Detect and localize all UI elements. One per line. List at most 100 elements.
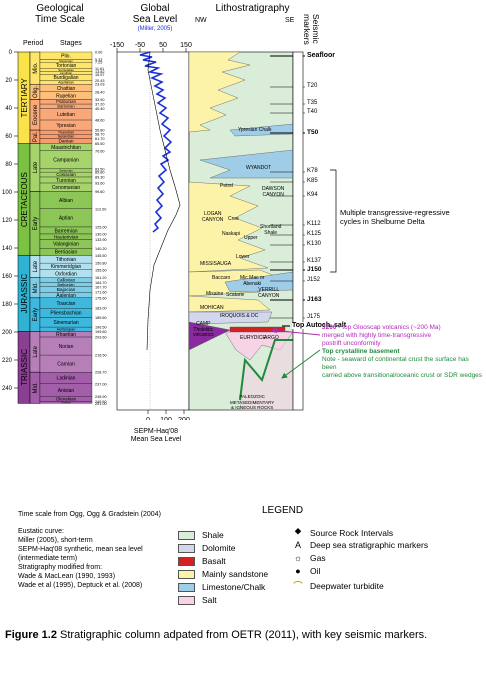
haq-label: SEPM-Haq'08 Mean Sea Level (130, 428, 182, 443)
sl-top-tick-label: 150 (180, 42, 192, 49)
legend-swatch (178, 595, 195, 605)
age-tick-label: 240 (2, 386, 13, 392)
stage-age-label: 112.00 (95, 207, 106, 211)
stage-label: Coniacian (56, 172, 76, 177)
note-eustatic: Eustatic curve: (18, 528, 64, 535)
stage-age-label: 48.60 (95, 119, 105, 123)
seismic-title: Seismic markers (302, 13, 321, 45)
stage-age-label: 89.30 (95, 176, 105, 180)
age-tick-label: 100 (2, 190, 13, 196)
legend-label: Shale (202, 530, 224, 540)
note-miller: Miller (2005), short-term (18, 537, 93, 544)
stage-age-label: 199.60 (95, 330, 107, 334)
oil-icon: ● (295, 566, 301, 576)
sl-bottom-tick-label: 0 (146, 417, 150, 420)
stage-age-label: 171.60 (95, 291, 107, 295)
j200-annotation: J200 - top Glooscap volcanics (~200 Ma) … (322, 316, 482, 348)
formation-label: Lower (236, 254, 250, 260)
stage-age-label: 93.60 (95, 182, 105, 186)
formation-label: Baccaro (212, 275, 231, 281)
formation-label: Misaine (206, 291, 224, 297)
stage-age-label: 216.50 (95, 354, 107, 358)
stratigraphic-column-diagram: -150 -50 50 150 0 20 40 60 80 100 120 140 160 180 200… (2, 42, 337, 420)
period-label: CRETACEOUS (20, 172, 29, 227)
stages-col-header: Stages (60, 40, 82, 47)
legend-label: Basalt (202, 556, 226, 566)
stage-label: Selandian (58, 135, 75, 139)
stage-label: Valanginian (53, 242, 79, 248)
stage-label: Hettangian (57, 327, 76, 332)
se-label: SE (285, 17, 295, 24)
stage-age-label: 145.50 (95, 254, 107, 258)
note-timescale: Time scale from Ogg, Ogg & Gradstein (20… (18, 511, 161, 518)
seismic-marker-label: T20 (307, 83, 318, 89)
formation-label: Cree (228, 216, 239, 222)
stage-age-label: 249.50 (95, 400, 107, 404)
stage-age-label: 203.60 (95, 336, 107, 340)
stage-age-label: 155.60 (95, 268, 107, 272)
stage-label: Tithonian (56, 257, 77, 263)
stage-label: Thanetian (58, 130, 74, 134)
legend-swatch (178, 582, 195, 592)
stage-label: Serravallian (58, 68, 74, 72)
formation-label: CAMP Tholeiitic volcanics (193, 321, 214, 338)
gas-icon: ☼ (293, 553, 303, 563)
legend-lithology-item: Dolomite (178, 543, 236, 553)
age-tick-label: 200 (2, 330, 13, 336)
age-tick-label: 60 (5, 134, 12, 140)
age-tick-label: 0 (9, 50, 13, 56)
legend-lithology-item: Limestone/Chalk (178, 582, 265, 592)
legend-symbol-item: ● Oil (290, 566, 320, 576)
seismic-marker-column (292, 51, 304, 411)
stage-age-label: 37.20 (95, 103, 105, 107)
stage-age-label: 61.70 (95, 137, 105, 141)
stage-age-label: 125.00 (95, 226, 107, 230)
stage-age-label: 11.61 (95, 67, 104, 71)
epoch-label: Late (33, 161, 39, 173)
stage-age-label: 150.80 (95, 262, 107, 266)
stage-age-label: 167.70 (95, 285, 107, 289)
miller-sea-level-curve (139, 51, 173, 233)
seismic-marker-label: K94 (307, 192, 318, 198)
j200-title: J200 (322, 324, 337, 331)
stage-label: Olenekian (56, 396, 77, 401)
stage-label: Bartonian (57, 104, 74, 109)
j200-text: - top Glooscap volcanics (~200 Ma) merge… (322, 324, 441, 347)
stage-label: Campanian (53, 158, 79, 164)
legend-symbol-label: Deep sea stratigraphic markers (310, 540, 429, 550)
stage-label: Bajocian (57, 287, 76, 293)
note-strat: Stratigraphy modified from: (18, 564, 103, 571)
stage-label: Sinemurian (53, 320, 79, 326)
j200-arrow (271, 327, 321, 336)
stage-age-label: 161.20 (95, 276, 107, 280)
stage-age-label: 13.82 (95, 70, 105, 74)
stage-age-label: 28.40 (95, 90, 105, 94)
stage-label: Aquitanian (58, 81, 74, 85)
stage-label: Callovian (57, 278, 76, 283)
stage-label: Santonian (59, 169, 73, 173)
stage-label: Burdigalian (53, 75, 78, 81)
stage-label: Oxfordian (55, 272, 77, 278)
stage-label: Plio. (61, 53, 71, 59)
epoch-label: Late (33, 345, 39, 357)
stage-age-label: 245.90 (95, 395, 107, 399)
sea-level-bottom-axis: 0 100 200 (146, 410, 190, 420)
stage-label: Pliensbachian (50, 311, 81, 317)
seismic-marker-label: K78 (307, 168, 318, 174)
stage-age-label: 33.90 (95, 98, 105, 102)
epoch-label: Eocene (33, 104, 39, 125)
legend-lithology-item: Shale (178, 530, 224, 540)
formation-label: Mic Mac or Abenaki (240, 275, 265, 287)
stage-label: Turonian (56, 178, 76, 184)
seismic-marker-label: T50 (307, 129, 319, 136)
sea-level-top-axis: -150 -50 50 150 (110, 42, 192, 52)
age-tick-label: 180 (2, 302, 13, 308)
stage-age-label: 183.00 (95, 307, 107, 311)
stage-label: Ladinian (57, 376, 76, 382)
formation-label: EURYDICE (240, 335, 266, 341)
formation-label: WYANDOT (246, 165, 272, 171)
stage-label: Barremian (54, 228, 77, 234)
legend-swatch (178, 556, 195, 566)
seismic-marker-label: Top Autoch. salt (292, 322, 347, 329)
legend-lithology-item: Mainly sandstone (178, 569, 268, 579)
